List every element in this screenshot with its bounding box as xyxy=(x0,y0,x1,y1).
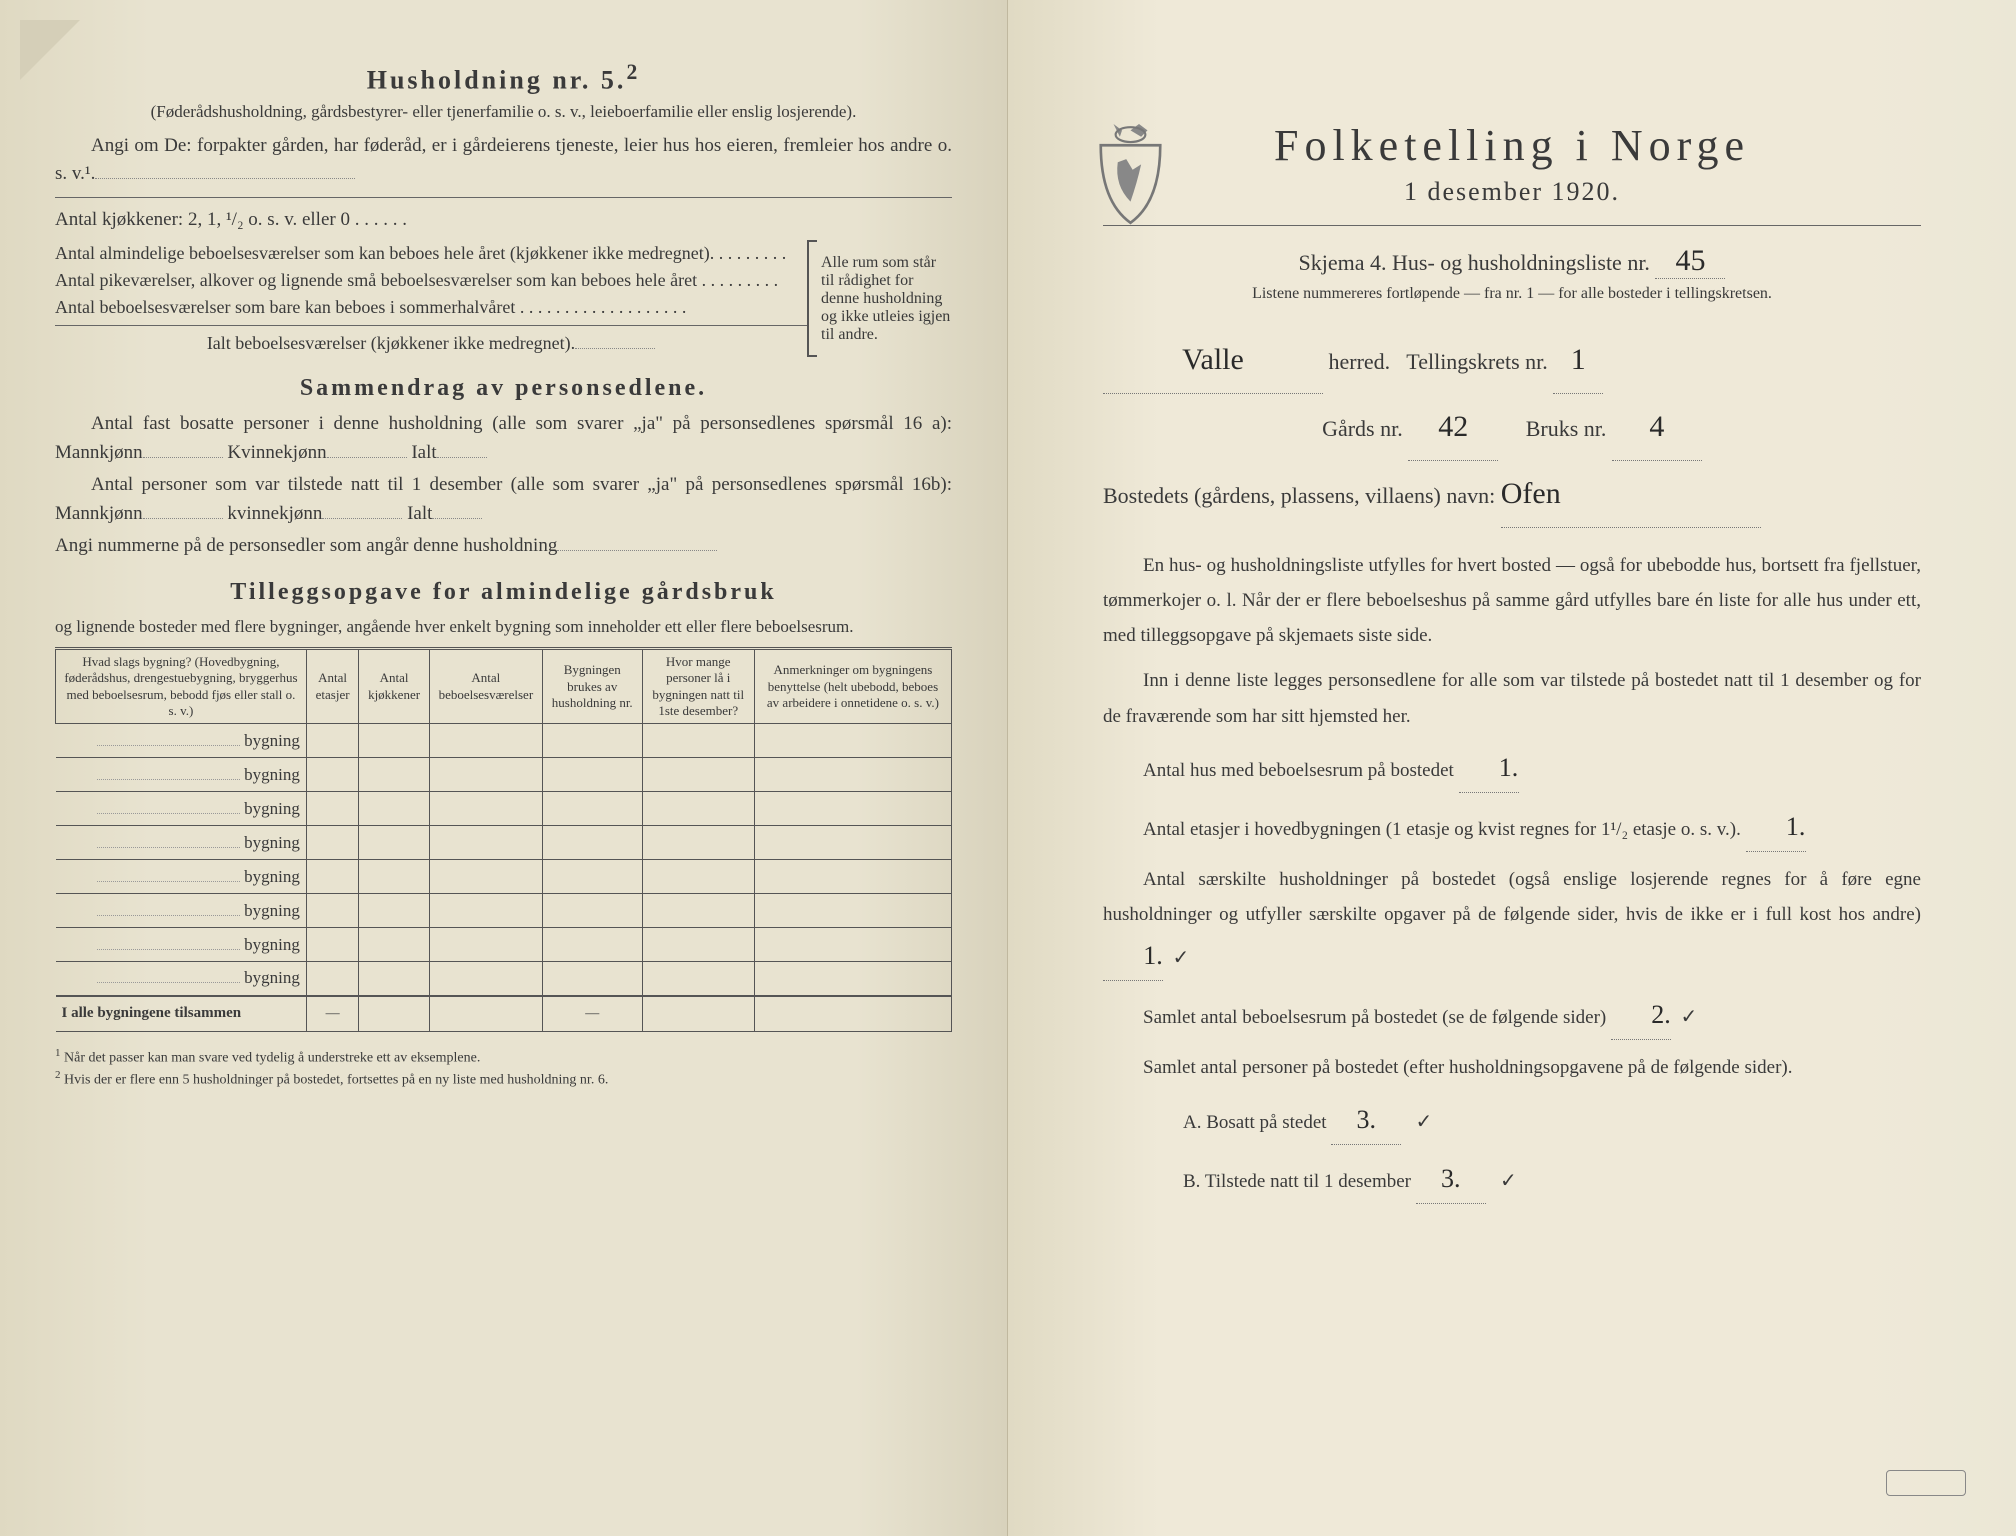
krets-value: 1 xyxy=(1553,327,1603,394)
schema-line: Skjema 4. Hus- og husholdningsliste nr. … xyxy=(1063,244,1961,279)
list-note: Listene nummereres fortløpende — fra nr.… xyxy=(1063,285,1961,303)
rooms-total: Ialt beboelsesværelser (kjøkkener ikke m… xyxy=(55,330,807,357)
tillegg-heading: Tilleggsopgave for almindelige gårdsbruk xyxy=(55,579,952,606)
right-header: Folketelling i Norge 1 desember 1920. xyxy=(1063,120,1961,207)
table-row: bygning xyxy=(56,724,952,758)
table-row: bygning xyxy=(56,758,952,792)
table-row: bygning xyxy=(56,860,952,894)
kitchens-line: Antal kjøkkener: 2, 1, ¹/₂ o. s. v. elle… xyxy=(55,206,952,235)
building-table: Hvad slags bygning? (Hovedbygning, føder… xyxy=(55,647,952,1032)
table-header: Bygningen brukes av husholdning nr. xyxy=(542,649,642,724)
q3: Antal særskilte husholdninger på bostede… xyxy=(1103,862,1921,981)
angi-line: Angi om De: forpakter gården, har føderå… xyxy=(55,132,952,189)
date-line: 1 desember 1920. xyxy=(1063,177,1961,207)
qB: B. Tilstede natt til 1 desember 3. ✓ xyxy=(1183,1155,1921,1204)
summary-heading: Sammendrag av personsedlene. xyxy=(55,375,952,402)
bosted-row: Bostedets (gårdens, plassens, villaens) … xyxy=(1103,461,1921,528)
qA: A. Bosatt på stedet 3. ✓ xyxy=(1183,1096,1921,1145)
gards-value: 42 xyxy=(1408,394,1498,461)
tillegg-sub: og lignende bosteder med flere bygninger… xyxy=(55,614,952,640)
q4: Samlet antal beboelsesrum på bostedet (s… xyxy=(1103,991,1921,1040)
summary-line-1: Antal fast bosatte personer i denne hush… xyxy=(55,410,952,467)
q1: Antal hus med beboelsesrum på bostedet 1… xyxy=(1103,744,1921,793)
right-body-text: En hus- og husholdningsliste utfylles fo… xyxy=(1103,548,1921,1204)
coat-of-arms-icon xyxy=(1088,120,1173,230)
table-row: bygning xyxy=(56,928,952,962)
rooms-line-2: Antal pikeværelser, alkover og lignende … xyxy=(55,267,807,294)
summary-line-3: Angi nummerne på de personsedler som ang… xyxy=(55,532,952,561)
table-header: Anmerkninger om bygningens benyttelse (h… xyxy=(754,649,951,724)
bracket-note: Alle rum som står til rådighet for denne… xyxy=(807,240,952,357)
household-title: Husholdning nr. 5.2 xyxy=(55,60,952,96)
rooms-line-3: Antal beboelsesværelser som bare kan beb… xyxy=(55,294,807,321)
gards-row: Gårds nr. 42 Bruks nr. 4 xyxy=(1103,394,1921,461)
bosted-value: Ofen xyxy=(1501,461,1761,528)
table-header: Hvad slags bygning? (Hovedbygning, føder… xyxy=(56,649,307,724)
bruks-value: 4 xyxy=(1612,394,1702,461)
table-header: Antal etasjer xyxy=(306,649,358,724)
table-row: bygning xyxy=(56,826,952,860)
para-1: En hus- og husholdningsliste utfylles fo… xyxy=(1103,548,1921,653)
para-2: Inn i denne liste legges personsedlene f… xyxy=(1103,663,1921,733)
table-row: bygning xyxy=(56,792,952,826)
q2: Antal etasjer i hovedbygningen (1 etasje… xyxy=(1103,803,1921,852)
summary-line-2: Antal personer som var tilstede natt til… xyxy=(55,471,952,528)
table-row: bygning xyxy=(56,894,952,928)
table-header: Antal beboelsesværelser xyxy=(429,649,542,724)
left-page: Husholdning nr. 5.2 (Føderådshusholdning… xyxy=(0,0,1008,1536)
household-subtitle: (Føderådshusholdning, gårdsbestyrer- ell… xyxy=(55,102,952,122)
herred-row: Valle herred. Tellingskrets nr. 1 xyxy=(1103,327,1921,394)
rooms-line-1: Antal almindelige beboelsesværelser som … xyxy=(55,240,807,267)
table-row: bygning xyxy=(56,962,952,996)
table-total-row: I alle bygningene tilsammen—— xyxy=(56,996,952,1032)
footnotes: 1 Når det passer kan man svare ved tydel… xyxy=(55,1046,952,1091)
right-page: Folketelling i Norge 1 desember 1920. Sk… xyxy=(1008,0,2016,1536)
rooms-bracket-group: Antal almindelige beboelsesværelser som … xyxy=(55,240,952,357)
main-title: Folketelling i Norge xyxy=(1063,120,1961,171)
document-spread: Husholdning nr. 5.2 (Føderådshusholdning… xyxy=(0,0,2016,1536)
herred-value: Valle xyxy=(1103,327,1323,394)
table-header: Hvor mange personer lå i bygningen natt … xyxy=(642,649,754,724)
field-block: Valle herred. Tellingskrets nr. 1 Gårds … xyxy=(1103,327,1921,528)
q5: Samlet antal personer på bostedet (efter… xyxy=(1103,1050,1921,1085)
table-header: Antal kjøkkener xyxy=(359,649,430,724)
printer-stamp xyxy=(1886,1470,1966,1496)
